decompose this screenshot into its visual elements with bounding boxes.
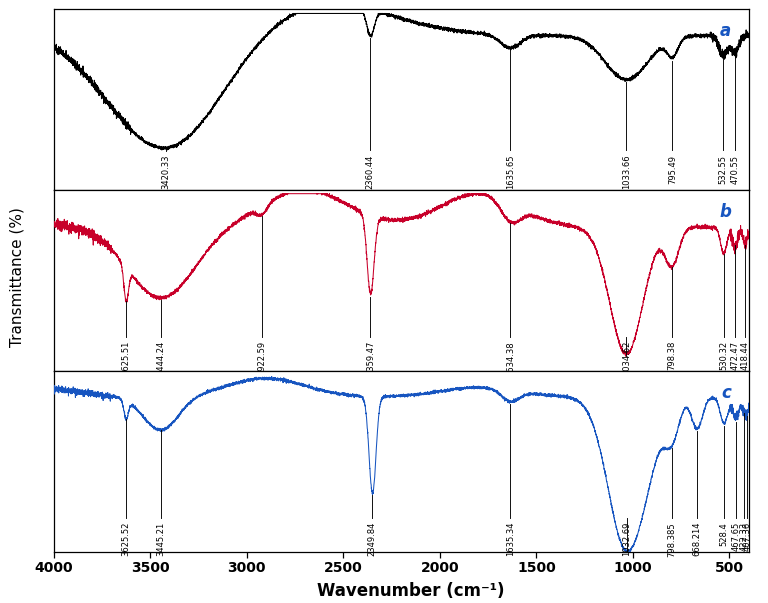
Text: 532.55: 532.55 <box>719 154 728 184</box>
Text: 2359.47: 2359.47 <box>366 341 375 376</box>
Text: 795.49: 795.49 <box>668 154 677 184</box>
Text: 1635.65: 1635.65 <box>506 154 515 189</box>
Text: 530.32: 530.32 <box>719 341 728 370</box>
Text: Wavenumber (cm⁻¹): Wavenumber (cm⁻¹) <box>317 582 505 600</box>
Text: 3625.51: 3625.51 <box>121 341 131 376</box>
Text: 3444.24: 3444.24 <box>157 341 166 375</box>
Text: Transmittance (%): Transmittance (%) <box>9 207 25 347</box>
Text: a: a <box>720 22 731 40</box>
Text: 1034.62: 1034.62 <box>622 341 631 376</box>
Text: 528.4: 528.4 <box>720 522 729 546</box>
Text: 418.44: 418.44 <box>741 341 750 370</box>
Text: 2360.44: 2360.44 <box>366 154 375 189</box>
Text: 2349.84: 2349.84 <box>368 522 377 557</box>
Text: 798.385: 798.385 <box>667 522 677 557</box>
Text: 3625.52: 3625.52 <box>121 522 131 557</box>
Text: 407.36: 407.36 <box>743 522 752 551</box>
Text: 798.38: 798.38 <box>667 341 677 370</box>
Text: 1033.66: 1033.66 <box>622 154 631 189</box>
Text: 668.214: 668.214 <box>693 522 701 557</box>
Text: 472.47: 472.47 <box>730 341 740 370</box>
Text: 1634.38: 1634.38 <box>506 341 515 376</box>
Text: 3445.21: 3445.21 <box>157 522 165 556</box>
Text: 1635.34: 1635.34 <box>506 522 515 557</box>
Text: 1032.69: 1032.69 <box>622 522 631 557</box>
Text: 2922.59: 2922.59 <box>257 341 266 375</box>
Text: b: b <box>720 203 731 221</box>
Text: 470.55: 470.55 <box>730 154 740 184</box>
Text: 467.65: 467.65 <box>731 522 740 551</box>
Text: 422.33: 422.33 <box>740 522 749 551</box>
Text: c: c <box>722 384 731 402</box>
Text: 3420.33: 3420.33 <box>161 154 170 189</box>
